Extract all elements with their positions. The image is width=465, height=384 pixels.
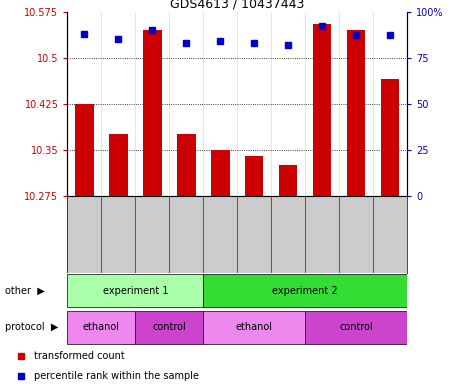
Text: transformed count: transformed count [34,351,125,361]
Bar [279,165,298,196]
Bar [67,311,135,344]
Bar [380,79,399,196]
Title: GDS4613 / 10437443: GDS4613 / 10437443 [170,0,304,10]
Bar [177,134,196,196]
Bar [211,150,230,196]
Bar [305,311,407,344]
Bar [135,311,203,344]
Text: ethanol: ethanol [83,322,120,333]
Bar [245,156,264,196]
Text: experiment 1: experiment 1 [103,286,168,296]
Text: other  ▶: other ▶ [5,286,44,296]
Text: experiment 2: experiment 2 [272,286,338,296]
Bar [203,311,305,344]
Text: percentile rank within the sample: percentile rank within the sample [34,371,199,381]
Text: protocol  ▶: protocol ▶ [5,322,58,333]
Text: control: control [153,322,186,333]
Bar [143,30,162,196]
Bar [67,275,203,307]
Bar [75,104,94,196]
Bar [203,275,407,307]
Text: ethanol: ethanol [236,322,272,333]
Bar [346,30,365,196]
Bar [109,134,128,196]
Bar [312,24,332,196]
Text: control: control [339,322,373,333]
